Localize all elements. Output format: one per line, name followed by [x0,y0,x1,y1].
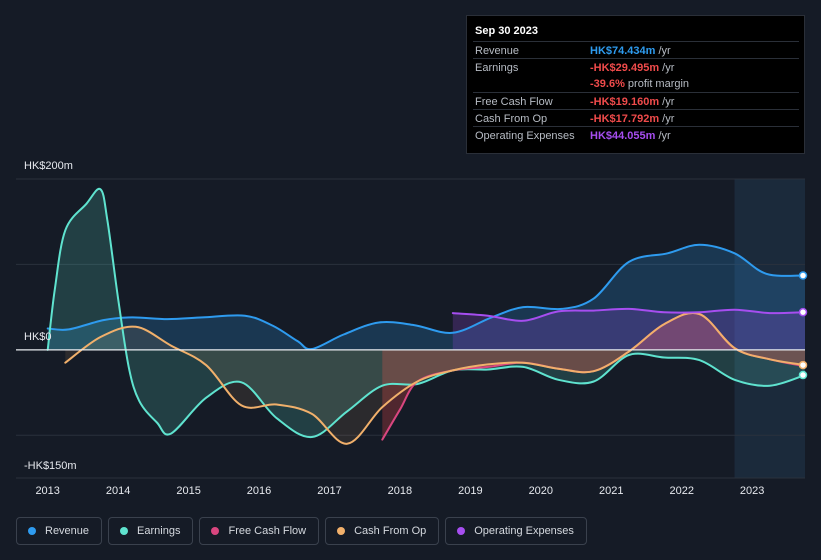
series-end-marker-earnings [798,370,808,380]
x-tick-label: 2018 [387,485,413,497]
series-area-free-cash-flow [382,312,805,440]
legend-dot-icon [211,527,220,535]
chart-end-markers [798,271,808,380]
tooltip-label: Earnings [475,62,519,74]
x-tick-label: 2013 [35,485,60,497]
tooltip-value-text: -39.6% [590,78,625,90]
y-axis-bottom-label: -HK$150m [24,460,77,472]
tooltip-row-profit-margin: -39.6% profit margin [473,75,799,92]
y-axis-top-label: HK$200m [24,160,73,172]
tooltip-row-free-cash-flow: Free Cash Flow -HK$19.160m /yr [473,92,799,110]
tooltip-unit: /yr [659,113,675,125]
legend-dot-icon [28,527,36,535]
legend-item-earnings[interactable]: Earnings [108,517,194,545]
series-end-marker-revenue [798,271,808,280]
chart-legend: Revenue Earnings Free Cash Flow Cash Fro… [16,517,587,545]
series-area-earnings [47,188,805,438]
legend-label: Cash From Op [354,525,427,537]
series-area-revenue [47,244,805,350]
tooltip-value-text: HK$74.434m [590,45,656,57]
x-tick-label: 2016 [246,485,272,497]
tooltip-date: Sep 30 2023 [475,25,538,37]
legend-label: Free Cash Flow [228,525,307,537]
series-end-marker-operating-expenses [798,307,808,317]
tooltip-unit: profit margin [624,78,690,90]
series-line-revenue [46,243,806,351]
tooltip-row-operating-expenses: Operating Expenses HK$44.055m /yr [473,126,799,144]
x-tick-label: 2022 [669,485,694,497]
tooltip-value: HK$74.434m /yr [590,45,671,57]
legend-dot-icon [457,527,466,535]
legend-label: Operating Expenses [474,525,574,537]
legend-item-operating-expenses[interactable]: Operating Expenses [445,517,587,545]
series-line-cash-from-op [64,312,806,445]
x-tick-label: 2020 [528,485,554,497]
x-tick-label: 2021 [599,485,624,497]
legend-item-revenue[interactable]: Revenue [16,517,103,545]
tooltip-unit: /yr [659,96,675,108]
tooltip-value: -HK$17.792m /yr [590,113,674,125]
tooltip-unit: /yr [655,130,671,142]
forecast-shade [734,179,805,478]
legend-item-free-cash-flow[interactable]: Free Cash Flow [199,517,320,545]
y-axis-zero-label: HK$0 [24,331,52,343]
series-line-earnings [46,187,806,439]
tooltip-value: -39.6% profit margin [590,78,689,90]
legend-label: Earnings [137,525,181,537]
legend-dot-icon [337,527,346,535]
tooltip-row-revenue: Revenue HK$74.434m /yr [473,41,799,59]
tooltip-value: -HK$29.495m /yr [590,62,674,74]
tooltip-label: Revenue [475,45,520,57]
chart-areas [47,188,806,444]
x-tick-label: 2019 [458,485,483,497]
tooltip-unit: /yr [659,62,675,74]
tooltip-value: HK$44.055m /yr [590,130,671,142]
tooltip-label: Operating Expenses [475,130,575,142]
x-tick-label: 2017 [317,485,342,497]
x-tick-label: 2023 [739,485,765,497]
tooltip-row-cash-from-op: Cash From Op -HK$17.792m /yr [473,109,799,127]
tooltip-row-earnings: Earnings -HK$29.495m /yr [473,58,799,76]
tooltip-unit: /yr [655,45,671,57]
tooltip-value-text: -HK$19.160m [590,96,660,108]
tooltip-value-text: HK$44.055m [590,130,656,142]
tooltip-value-text: -HK$29.495m [590,62,660,74]
series-end-marker-cash-from-op [798,360,808,370]
tooltip-label: Free Cash Flow [475,96,553,108]
data-tooltip: Sep 30 2023 Revenue HK$74.434m /yr Earni… [466,15,805,154]
legend-label: Revenue [45,525,90,537]
chart-lines [16,187,806,445]
tooltip-value: -HK$19.160m /yr [590,96,674,108]
series-area-operating-expenses [452,308,805,350]
x-tick-label: 2014 [105,485,131,497]
tooltip-label: Cash From Op [475,113,548,125]
series-line-operating-expenses [451,307,806,322]
tooltip-value-text: -HK$17.792m [590,113,660,125]
legend-item-cash-from-op[interactable]: Cash From Op [325,517,440,545]
legend-dot-icon [120,527,129,535]
x-tick-label: 2015 [176,485,201,497]
